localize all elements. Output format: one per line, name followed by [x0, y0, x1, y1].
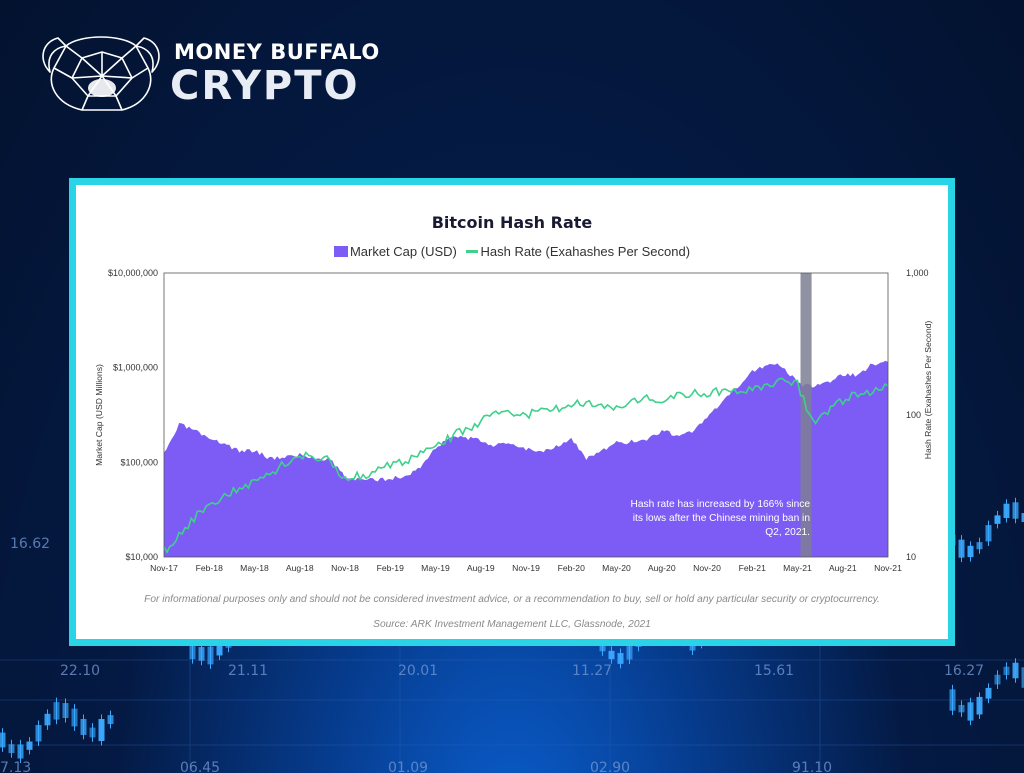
candle-body — [608, 650, 615, 660]
candle-body — [626, 644, 633, 660]
x-tick-label: Feb-21 — [739, 563, 766, 573]
x-tick-label: Feb-19 — [377, 563, 404, 573]
chart-card: Bitcoin Hash Rate Market Cap (USD) Hash … — [69, 178, 955, 646]
candle-body — [80, 718, 87, 735]
market-cap-swatch — [333, 246, 348, 257]
ticker-number: 22.10 — [60, 663, 100, 679]
legend-label-hash-rate: Hash Rate (Exahashes Per Second) — [480, 244, 691, 259]
left-axis-label: Market Cap (USD Millions) — [94, 364, 104, 466]
candle-body — [958, 539, 965, 558]
source-text: Source: ARK Investment Management LLC, G… — [373, 619, 651, 630]
left-tick-label: $10,000,000 — [108, 268, 158, 278]
candle-body — [1003, 666, 1010, 676]
candle-body — [71, 708, 78, 727]
right-axis-label: Hash Rate (Exahashes Per Second) — [923, 321, 933, 460]
brand-name-top: MONEY BUFFALO — [174, 40, 380, 64]
legend-label-market-cap: Market Cap (USD) — [349, 244, 457, 259]
candle-body — [62, 703, 69, 718]
ticker-number: 7.13 — [0, 760, 31, 773]
brand-name-main: CRYPTO — [170, 63, 360, 109]
candle-body — [198, 647, 205, 661]
chart-title: Bitcoin Hash Rate — [431, 213, 593, 232]
right-tick-label: 10 — [906, 552, 916, 562]
x-tick-label: Feb-20 — [558, 563, 585, 573]
ticker-number: 11.27 — [572, 663, 612, 679]
x-tick-label: May-18 — [240, 563, 269, 573]
ticker-number: 20.01 — [398, 663, 438, 679]
ticker-number: 16.62 — [10, 536, 50, 552]
candle-body — [26, 741, 33, 750]
x-tick-label: May-19 — [421, 563, 450, 573]
hash-rate-line — [164, 377, 888, 554]
candle-body — [958, 704, 965, 713]
candle-body — [207, 646, 214, 665]
buffalo-head-icon — [42, 36, 160, 111]
left-tick-label: $10,000 — [125, 552, 158, 562]
candle-body — [967, 545, 974, 558]
candle-body — [1003, 503, 1010, 519]
ticker-number: 06.45 — [180, 760, 220, 773]
candle-body — [1021, 513, 1024, 523]
ticker-number: 16.27 — [944, 663, 984, 679]
candle-body — [17, 744, 24, 759]
candle-body — [967, 702, 974, 721]
x-tick-label: Nov-17 — [150, 563, 178, 573]
x-tick-label: Aug-19 — [467, 563, 495, 573]
x-tick-label: May-21 — [783, 563, 812, 573]
x-tick-label: Feb-18 — [196, 563, 223, 573]
candle-body — [8, 744, 15, 754]
candle-body — [0, 732, 6, 748]
candle-body — [976, 542, 983, 550]
hash-rate-swatch — [466, 250, 479, 253]
candle-body — [35, 725, 42, 742]
candle-body — [994, 674, 1001, 685]
disclaimer-text: For informational purposes only and shou… — [144, 594, 880, 605]
candle-body — [994, 515, 1001, 524]
candle-body — [1012, 662, 1019, 679]
right-tick-label: 100 — [906, 410, 921, 420]
ticker-number: 21.11 — [228, 663, 268, 679]
chart-annotation: Hash rate has increased by 166% since it… — [630, 499, 810, 538]
x-tick-label: Aug-21 — [829, 563, 857, 573]
candle-body — [1012, 502, 1019, 519]
ticker-number: 02.90 — [590, 760, 630, 773]
candle-body — [976, 696, 983, 715]
china-ban-band — [800, 273, 812, 557]
x-tick-label: Nov-20 — [693, 563, 721, 573]
legend-item-market-cap: Market Cap (USD) — [333, 244, 457, 259]
left-tick-label: $100,000 — [120, 457, 158, 467]
candle-body — [949, 689, 956, 711]
market-cap-area — [164, 360, 888, 557]
ticker-grid — [0, 640, 1024, 773]
ticker-number: 15.61 — [754, 663, 794, 679]
x-tick-label: Nov-18 — [331, 563, 359, 573]
candle-body — [107, 715, 114, 725]
candle-body — [1021, 667, 1024, 688]
chart-plot: $10,000 $100,000 $1,000,000 $10,000,000 10 10… — [94, 268, 933, 573]
right-tick-label: 1,000 — [906, 268, 929, 278]
candle-body — [216, 645, 223, 656]
candle-body — [98, 718, 105, 742]
plot-frame — [163, 272, 889, 558]
candle-body — [985, 525, 992, 542]
candle-body — [985, 687, 992, 699]
x-tick-label: Aug-20 — [648, 563, 676, 573]
candle-body — [44, 713, 51, 726]
x-tick-label: May-20 — [602, 563, 631, 573]
ticker-number: 91.10 — [792, 760, 832, 773]
candle-body — [89, 727, 96, 738]
candle-body — [617, 653, 624, 664]
x-tick-label: Nov-19 — [512, 563, 540, 573]
candle-body — [53, 702, 60, 720]
ticker-number: 01.09 — [388, 760, 428, 773]
legend-item-hash-rate: Hash Rate (Exahashes Per Second) — [466, 244, 690, 259]
chart-legend: Market Cap (USD) Hash Rate (Exahashes Pe… — [76, 244, 948, 259]
x-tick-label: Aug-18 — [286, 563, 314, 573]
x-tick-label: Nov-21 — [874, 563, 902, 573]
left-tick-label: $1,000,000 — [113, 363, 158, 373]
